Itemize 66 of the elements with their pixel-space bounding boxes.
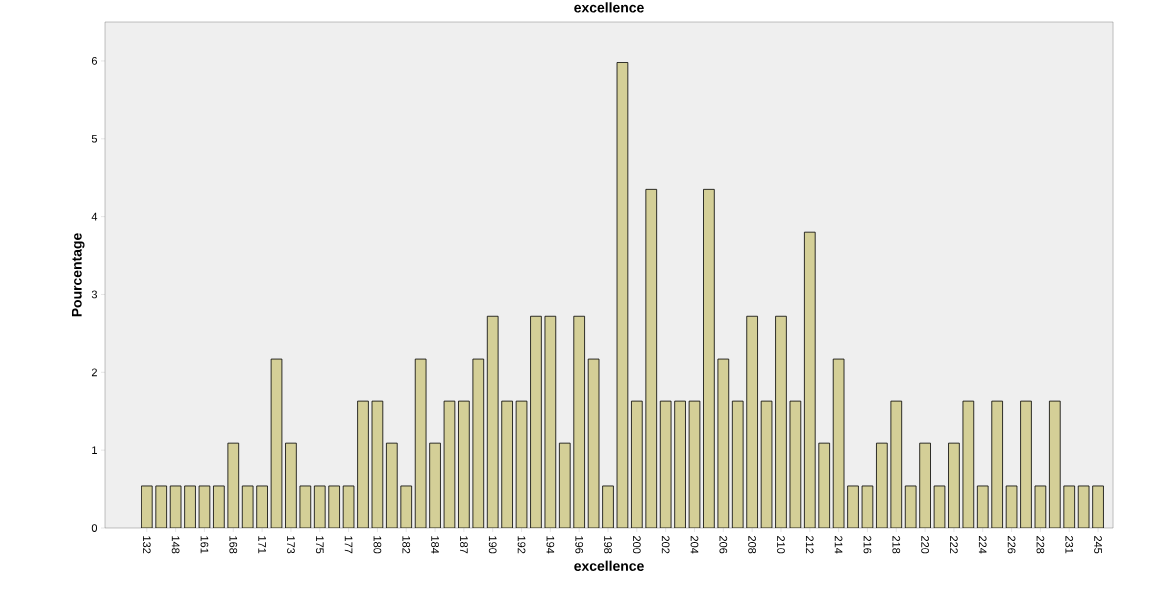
bar [1049, 400, 1061, 528]
x-tick-label: 224 [978, 536, 987, 554]
x-tick-label: 168 [229, 536, 238, 554]
x-tick-label: 187 [460, 536, 468, 554]
x-tick-label: 192 [517, 536, 526, 554]
x-tick-label: 194 [546, 536, 555, 554]
bar [386, 442, 398, 528]
x-tick-label: 222 [950, 536, 958, 554]
chart-title: excellence [574, 2, 644, 13]
y-tick-label: 0 [91, 524, 98, 532]
x-tick-label: 214 [834, 536, 843, 554]
x-tick-label: 177 [344, 536, 353, 554]
bar [631, 400, 643, 528]
x-tick-label: 190 [488, 536, 497, 554]
x-tick-label: 180 [373, 536, 382, 554]
x-axis-title: excellence [574, 560, 644, 571]
bar [501, 400, 513, 528]
y-tick-label: 2 [91, 368, 97, 377]
x-tick-label: 196 [575, 536, 584, 554]
x-tick-label: 216 [863, 536, 872, 554]
x-tick-label: 175 [315, 536, 324, 554]
x-tick-label: 206 [719, 536, 728, 554]
bar [991, 400, 1003, 528]
y-axis-title: Pourcentage [72, 233, 85, 317]
x-tick-label: 226 [1007, 536, 1016, 554]
bar [876, 442, 888, 528]
bar [674, 400, 686, 528]
y-tick-label: 5 [91, 134, 98, 143]
bar [804, 232, 816, 528]
x-tick-label: 202 [661, 536, 670, 554]
x-tick-label: 228 [1036, 536, 1045, 554]
bar [429, 442, 441, 528]
bar [746, 315, 758, 528]
x-tick-label: 132 [142, 536, 151, 554]
bar [775, 315, 787, 528]
y-tick-label: 4 [91, 212, 98, 221]
bar [573, 315, 585, 528]
x-tick-label: 173 [287, 536, 295, 554]
x-tick-label: 171 [258, 536, 266, 554]
bar [558, 442, 571, 528]
bar [818, 442, 831, 528]
y-tick-label: 6 [91, 57, 97, 65]
x-tick-label: 245 [1094, 536, 1102, 554]
x-tick-label: 231 [1065, 536, 1074, 554]
x-tick-label: 220 [921, 536, 929, 554]
y-tick-label: 3 [91, 290, 97, 299]
x-tick-label: 212 [805, 536, 814, 554]
x-tick-label: 182 [402, 536, 411, 554]
x-tick-label: 208 [748, 536, 757, 554]
x-tick-label: 148 [171, 536, 180, 554]
bar [285, 442, 297, 528]
bar [357, 400, 369, 528]
y-tick-label: 1 [92, 446, 97, 454]
bar [948, 442, 960, 528]
x-tick-label: 198 [604, 536, 612, 554]
x-tick-label: 218 [892, 536, 901, 554]
x-tick-label: 200 [632, 536, 641, 554]
x-tick-label: 184 [431, 536, 439, 554]
bar [458, 400, 470, 528]
x-tick-label: 210 [777, 536, 785, 554]
x-tick-label: 161 [200, 536, 209, 554]
bar [530, 315, 542, 528]
bar [703, 188, 715, 528]
bar [919, 442, 931, 528]
x-tick-label: 204 [690, 536, 699, 554]
bar [1020, 400, 1032, 528]
